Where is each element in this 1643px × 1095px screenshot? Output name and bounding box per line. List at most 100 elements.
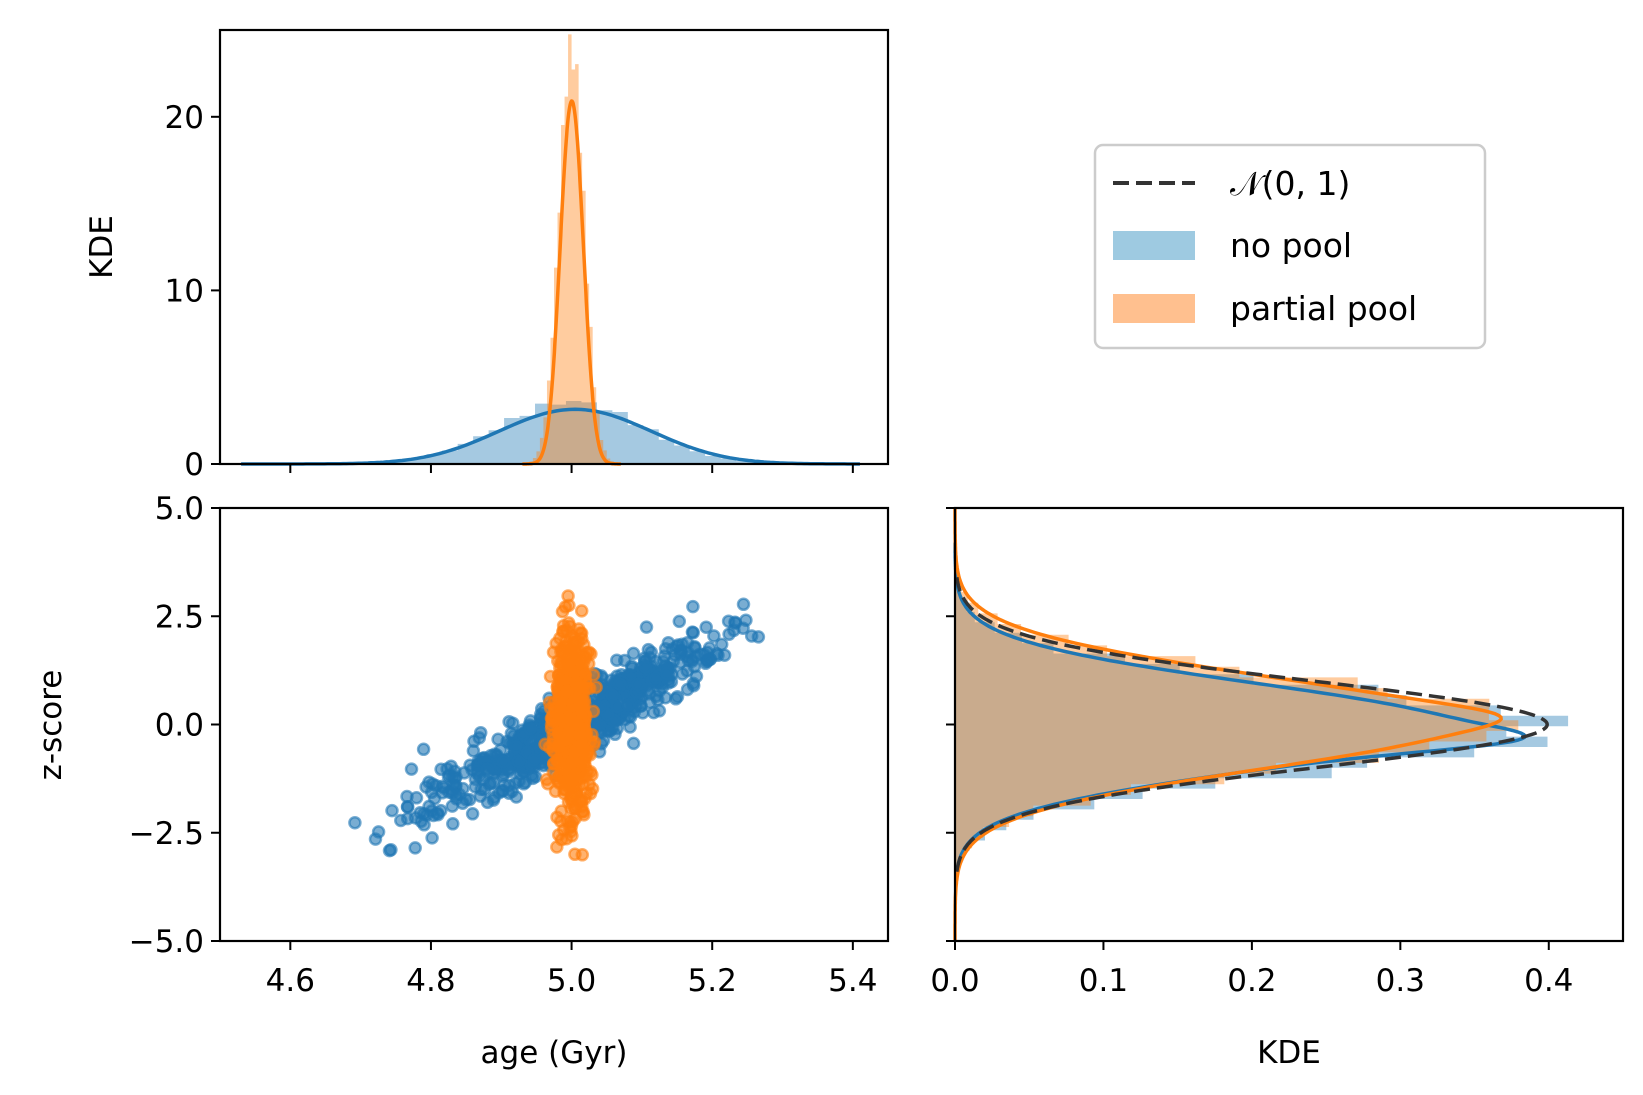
legend-label-normal: 𝒩(0, 1) [1230,164,1350,203]
scatter-point-partial-pool [554,804,569,818]
scatter-point-no-pool [679,649,694,664]
right-x-tick-label: 0.1 [1079,963,1128,999]
scatter-point-partial-pool [589,680,603,694]
scatter-point-partial-pool [564,819,579,833]
scatter-x-tick-label: 5.0 [547,963,596,999]
scatter-point-no-pool [671,638,685,652]
scatter-point-no-pool [639,620,654,634]
scatter-point-no-pool [612,677,627,691]
scatter-point-no-pool [465,807,480,821]
top-marginal-y-ticks: 0 10 20 [165,100,220,483]
scatter-point-no-pool [509,790,524,804]
scatter-point-partial-pool [570,678,585,692]
scatter-x-tick-label: 4.6 [266,963,315,999]
scatter-point-no-pool [624,659,639,673]
right-partial-pool-histogram [955,559,1519,881]
scatter-point-no-pool [751,630,766,644]
scatter-point-no-pool [502,778,516,793]
legend-no-pool-swatch [1113,231,1195,260]
scatter-point-no-pool [509,740,523,754]
right-marginal-x-axis-label: KDE [1257,1035,1321,1071]
scatter-point-no-pool [610,653,624,667]
scatter-point-no-pool [634,698,648,713]
scatter-point-no-pool [686,599,700,614]
scatter-point-no-pool [404,762,419,776]
scatter-x-tick-label: 5.2 [688,963,737,999]
scatter-x-ticks: 4.6 4.8 5.0 5.2 5.4 [266,941,877,999]
scatter-x-tick-label: 5.4 [828,963,877,999]
top-marginal-y-axis-label: KDE [84,215,120,279]
scatter-point-no-pool [626,646,641,661]
scatter-point-partial-pool [573,727,587,742]
top-y-tick-label: 20 [165,100,204,136]
right-marginal-x-ticks: 0.0 0.1 0.2 0.3 0.4 [930,941,1573,999]
scatter-point-partial-pool [565,772,579,787]
scatter-point-no-pool [467,734,481,749]
scatter-y-tick-label: −5.0 [129,924,204,960]
scatter-point-partial-pool [575,848,590,862]
scatter-point-no-pool [427,791,442,806]
scatter-point-no-pool [717,648,732,662]
scatter-point-no-pool [419,808,434,822]
scatter-point-no-pool [416,742,431,757]
scatter-point-no-pool [626,736,641,751]
scatter-point-partial-pool [552,775,567,789]
scatter-point-no-pool [714,637,729,652]
right-x-tick-label: 0.3 [1376,963,1425,999]
scatter-point-partial-pool [566,787,581,802]
right-marginal-panel: 0.0 0.1 0.2 0.3 0.4 KDE [930,506,1625,1071]
scatter-point-no-pool [419,780,433,794]
scatter-y-tick-label: 0.0 [155,708,204,744]
scatter-point-partial-pool [569,645,584,660]
right-x-tick-label: 0.4 [1524,963,1573,999]
scatter-point-no-pool [513,766,528,781]
scatter-point-partial-pool [551,828,566,842]
top-marginal-panel: 0 10 20 KDE [84,28,890,483]
scatter-point-partial-pool [579,770,593,784]
scatter-point-no-pool [348,815,362,830]
right-x-tick-label: 0.2 [1227,963,1276,999]
scatter-point-no-pool [446,770,460,784]
top-partial-pool-kde-line [522,99,621,466]
legend: 𝒩(0, 1) no pool partial pool [1093,143,1487,350]
scatter-point-partial-pool [560,684,575,698]
scatter-y-axis-label: z-score [33,670,69,781]
scatter-point-no-pool [492,786,506,800]
scatter-point-no-pool [675,667,690,681]
right-normal-pdf-line [955,577,1549,872]
scatter-point-no-pool [649,671,663,685]
scatter-point-no-pool [385,803,399,818]
scatter-point-partial-pool [571,701,585,716]
scatter-point-no-pool [382,843,397,858]
scatter-point-no-pool [409,791,424,805]
scatter-point-no-pool [408,841,422,855]
scatter-point-partial-pool [558,600,573,614]
scatter-point-no-pool [621,698,636,712]
scatter-point-partial-pool [556,733,570,747]
scatter-point-no-pool [527,753,541,767]
scatter-point-no-pool [672,614,687,629]
scatter-point-no-pool [685,625,700,639]
scatter-point-partial-pool [574,604,589,618]
scatter-point-partial-pool [558,761,572,776]
scatter-point-no-pool [455,796,470,810]
scatter-point-partial-pool [561,589,575,603]
scatter-point-no-pool [638,660,653,674]
top-marginal-frame [218,28,890,466]
scatter-point-no-pool [480,762,495,776]
legend-partial-pool-swatch [1113,294,1195,323]
scatter-point-no-pool [707,629,721,643]
top-marginal-x-ticks [289,464,854,473]
top-no-pool-histogram [241,400,860,464]
scatter-y-tick-label: 5.0 [155,491,204,527]
right-marginal-plot-area [953,508,1569,941]
scatter-point-partial-pool [545,712,559,726]
scatter-x-axis-label: age (Gyr) [481,1035,628,1071]
scatter-point-no-pool [486,775,501,790]
scatter-panel: 4.6 4.8 5.0 5.2 5.4 −5.0 −2.5 0.0 2.5 5.0 age (G… [33,491,890,1071]
scatter-point-partial-pool [575,632,589,646]
scatter-point-no-pool [526,771,540,786]
top-y-tick-label: 0 [184,447,204,483]
scatter-plot-area [348,589,766,862]
scatter-x-tick-label: 4.8 [406,963,455,999]
